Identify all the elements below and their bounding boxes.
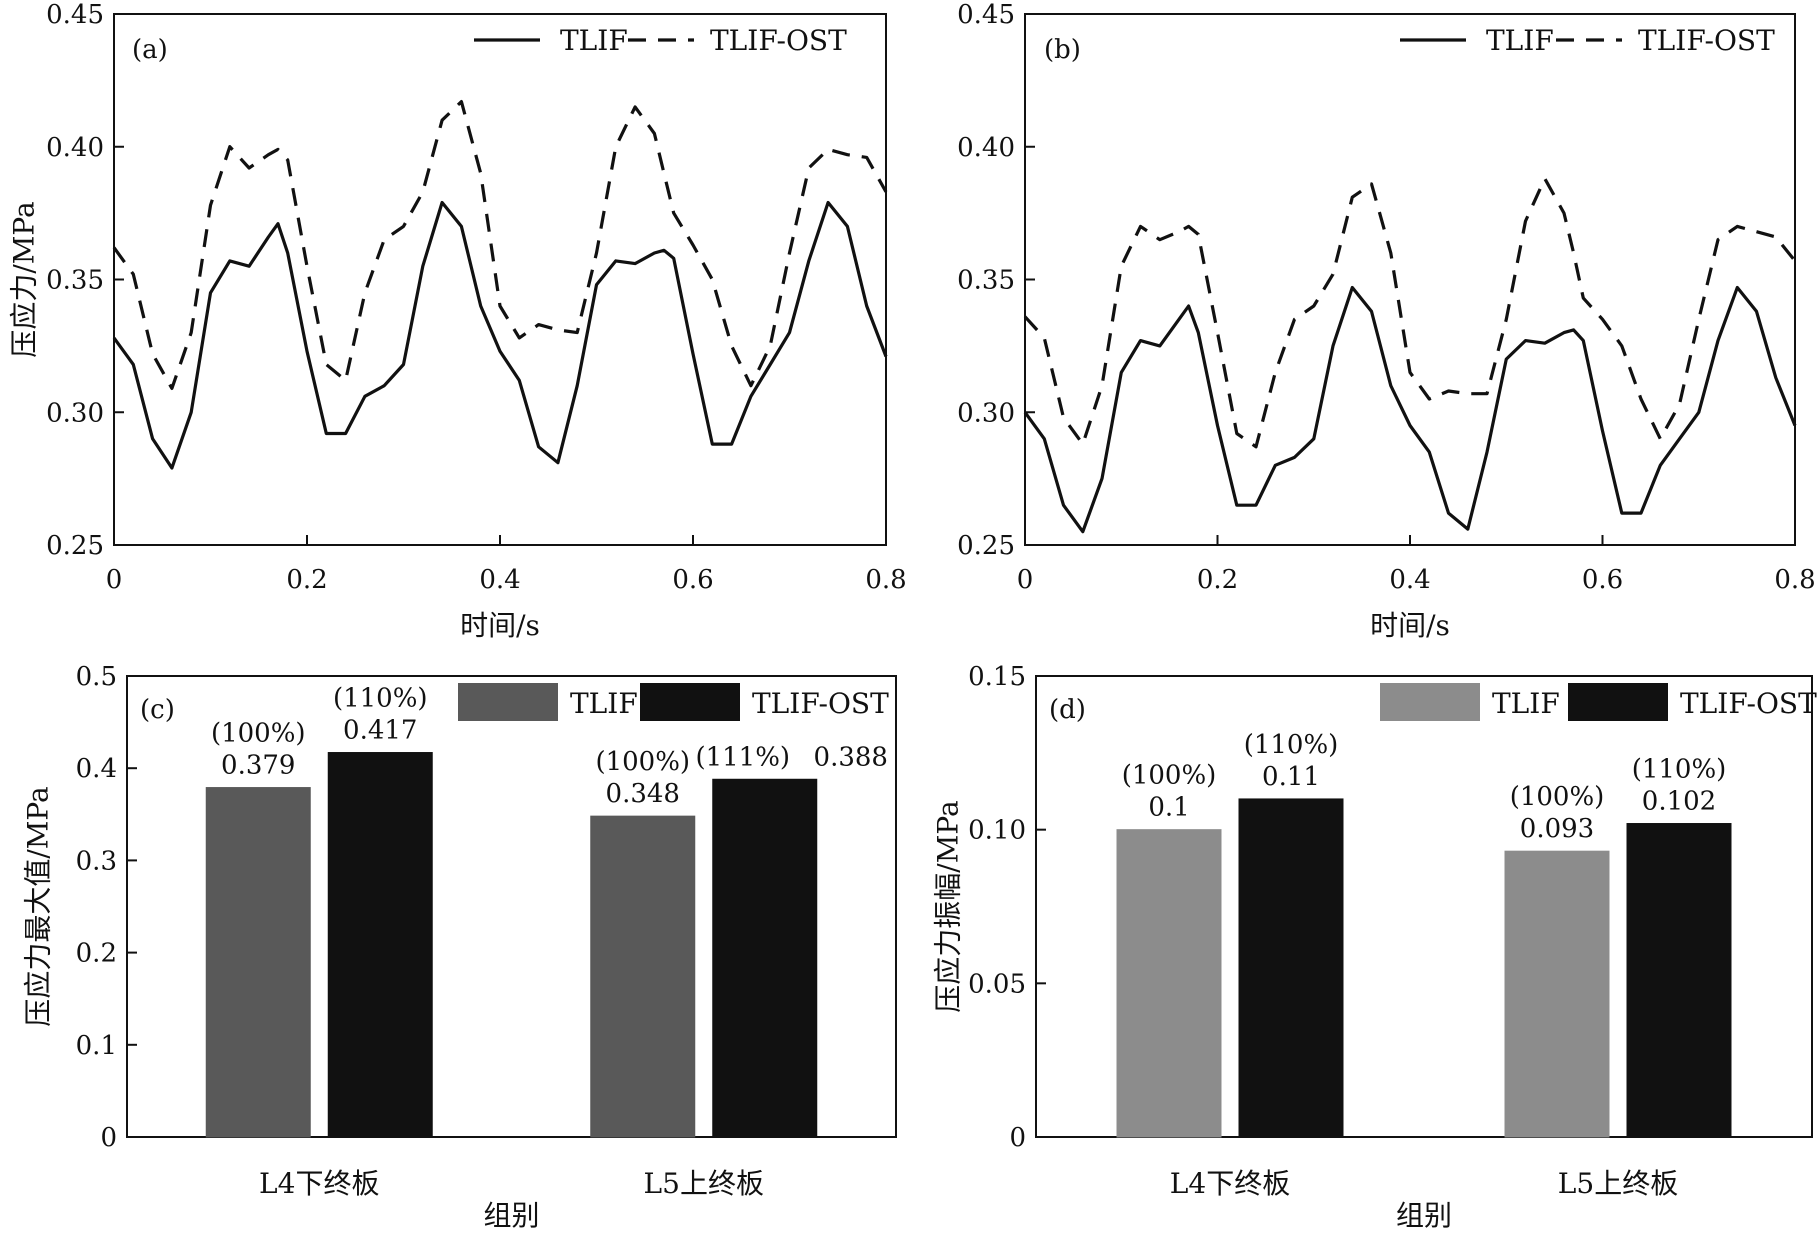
legend-label: TLIF-OST [752,687,889,720]
y-tick-label: 0.35 [46,266,104,296]
bar-tlif-ost-0 [1238,798,1344,1138]
bar-tlif-0 [205,787,311,1138]
panel-label: (c) [140,695,175,725]
y-tick-label: 0.15 [968,662,1026,692]
legend-label: TLIF [560,24,628,57]
bar-value-label: 0.379 [221,751,295,781]
x-axis-title: 时间/s [1370,609,1450,642]
y-tick-label: 0.45 [957,0,1015,30]
bar-value-label: 0.388 [814,742,888,772]
y-tick-label: 0.4 [76,754,117,784]
panel-label: (a) [132,35,168,65]
legend-label: TLIF-OST [1638,24,1775,57]
x-tick-label: 0.6 [672,565,713,595]
chart-panel-3: 00.050.100.15(d)组别压应力振幅/MPaL4下终板0.1(100%… [932,662,1817,1232]
plot-frame [126,675,897,1138]
y-tick-label: 0.2 [76,939,117,969]
bar-tlif-ost-0 [327,752,433,1138]
bar-percent-label: (100%) [211,719,306,749]
legend-label: TLIF-OST [710,24,847,57]
x-category-label: L5上终板 [644,1167,764,1200]
y-tick-label: 0.5 [76,662,117,692]
y-axis-title: 压应力振幅/MPa [932,800,965,1012]
y-tick-label: 0.25 [46,531,104,561]
bar-value-label: 0.102 [1642,787,1716,817]
plot-frame [1035,675,1813,1138]
x-tick-label: 0.2 [1197,565,1238,595]
bar-value-label: 0.11 [1262,762,1320,792]
bar-percent-label: (100%) [1122,761,1217,791]
x-category-label: L4下终板 [1170,1167,1290,1200]
x-axis-title: 组别 [483,1199,539,1232]
y-tick-label: 0.40 [46,133,104,163]
series-line-tlif [1023,285,1797,534]
bar-value-label: 0.348 [606,779,680,809]
bar-percent-label: (110%) [1244,730,1339,760]
x-tick-label: 0 [1017,565,1034,595]
x-category-label: L5上终板 [1558,1167,1678,1200]
y-tick-label: 0.3 [76,846,117,876]
legend-swatch-tlif-ost [1568,683,1668,721]
x-axis-title: 组别 [1396,1199,1452,1232]
panel-label: (b) [1044,35,1081,65]
x-tick-label: 0.8 [865,565,906,595]
legend-label: TLIF [1486,24,1554,57]
y-tick-label: 0.40 [957,133,1015,163]
y-tick-label: 0.35 [957,266,1015,296]
x-tick-label: 0.8 [1774,565,1815,595]
plot-frame [113,13,887,546]
series-line-tlif-ost [112,99,888,390]
bar-percent-label: (111%) [695,742,790,772]
y-tick-label: 0.30 [957,398,1015,428]
legend-label: TLIF [1492,687,1560,720]
legend-swatch-tlif [458,683,558,721]
x-tick-label: 0 [106,565,123,595]
y-tick-label: 0.05 [968,969,1026,999]
y-tick-label: 0.25 [957,531,1015,561]
y-axis-title: 压应力/MPa [8,201,41,357]
series-line-tlif [112,200,888,470]
series-line-tlif-ost [1023,177,1797,449]
y-tick-label: 0.1 [76,1031,117,1061]
panel-label: (d) [1049,695,1086,725]
bar-percent-label: (110%) [1632,755,1727,785]
x-tick-label: 0.4 [479,565,520,595]
chart-panel-1: 0.25 0.30 0.35 0.40 0.45 (b) 时间/s 0 0.2 0.4 0.6 0.8… [957,0,1816,642]
bar-tlif-1 [1504,850,1610,1138]
legend-swatch-tlif-ost [640,683,740,721]
bar-percent-label: (100%) [1510,782,1605,812]
chart-panel-2: 0 0.1 0.2 0.3 0.4 0.5 (c) 组别 压应力最大值/MPa L4下终板 0.37… [22,662,897,1232]
chart-panel-0: 0.25 0.30 0.35 0.40 0.45 (a) 时间/s 压应力/MPa 0 0.2 0.… [8,0,907,642]
x-tick-label: 0.6 [1582,565,1623,595]
bar-value-label: 0.417 [343,716,417,746]
legend-label: TLIF [570,687,638,720]
y-tick-label: 0.10 [968,816,1026,846]
y-tick-label: 0.45 [46,0,104,30]
bar-value-label: 0.093 [1520,814,1594,844]
y-tick-label: 0 [100,1123,117,1153]
x-tick-label: 0.4 [1389,565,1430,595]
bar-percent-label: (100%) [595,747,690,777]
x-category-label: L4下终板 [259,1167,379,1200]
bar-value-label: 0.1 [1148,793,1189,823]
legend-swatch-tlif [1380,683,1480,721]
legend-label: TLIF-OST [1680,687,1817,720]
bar-tlif-0 [1116,829,1222,1138]
bar-percent-label: (110%) [333,684,428,714]
bar-tlif-1 [590,815,696,1138]
y-axis-title: 压应力最大值/MPa [22,786,55,1026]
x-tick-label: 0.2 [286,565,327,595]
bar-tlif-ost-1 [712,778,818,1138]
y-tick-label: 0 [1009,1123,1026,1153]
y-tick-label: 0.30 [46,398,104,428]
plot-frame [1024,13,1796,546]
x-axis-title: 时间/s [460,609,540,642]
bar-tlif-ost-1 [1626,823,1732,1138]
